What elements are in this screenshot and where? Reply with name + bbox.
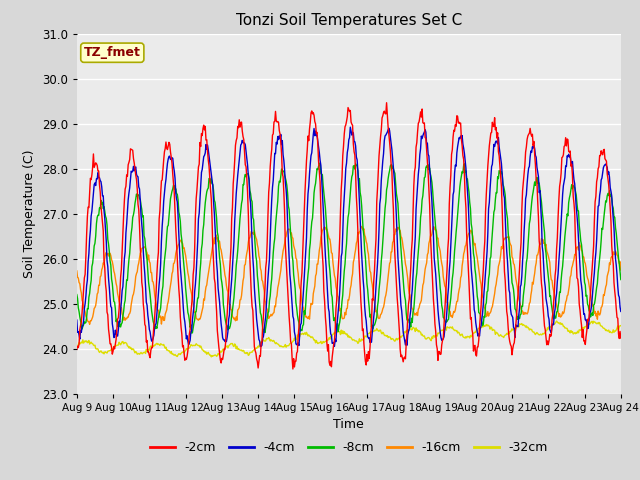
-16cm: [568, 263, 576, 269]
-2cm: [73, 347, 81, 352]
-8cm: [342, 249, 349, 255]
-2cm: [383, 100, 390, 106]
-16cm: [193, 316, 201, 322]
-16cm: [216, 245, 224, 251]
-8cm: [73, 292, 81, 298]
-4cm: [341, 181, 349, 187]
-4cm: [617, 309, 625, 314]
X-axis label: Time: Time: [333, 418, 364, 431]
-4cm: [346, 124, 354, 130]
Line: -4cm: -4cm: [77, 127, 621, 347]
-32cm: [193, 341, 200, 347]
-8cm: [617, 276, 625, 282]
-32cm: [448, 325, 456, 331]
-2cm: [395, 317, 403, 323]
-16cm: [86, 322, 93, 327]
Line: -2cm: -2cm: [77, 103, 621, 369]
-4cm: [216, 300, 223, 305]
-2cm: [289, 366, 297, 372]
-16cm: [341, 310, 349, 315]
-8cm: [216, 262, 224, 267]
-2cm: [617, 335, 625, 341]
-8cm: [193, 301, 201, 307]
-32cm: [73, 344, 81, 350]
-32cm: [568, 329, 576, 335]
-4cm: [568, 158, 576, 164]
-16cm: [395, 225, 403, 231]
-32cm: [341, 331, 349, 336]
-8cm: [188, 330, 195, 336]
-2cm: [568, 173, 576, 179]
Legend: -2cm, -4cm, -8cm, -16cm, -32cm: -2cm, -4cm, -8cm, -16cm, -32cm: [145, 436, 553, 459]
-8cm: [395, 215, 403, 220]
-4cm: [193, 271, 200, 276]
-4cm: [395, 266, 403, 272]
-16cm: [617, 267, 625, 273]
-2cm: [216, 350, 223, 356]
Y-axis label: Soil Temperature (C): Soil Temperature (C): [23, 149, 36, 278]
-16cm: [357, 223, 365, 229]
-32cm: [394, 336, 402, 342]
-8cm: [568, 186, 576, 192]
Line: -8cm: -8cm: [77, 163, 621, 333]
Title: Tonzi Soil Temperatures Set C: Tonzi Soil Temperatures Set C: [236, 13, 462, 28]
-32cm: [617, 323, 625, 328]
-4cm: [73, 317, 81, 323]
-32cm: [207, 354, 215, 360]
-32cm: [553, 318, 561, 324]
-32cm: [216, 348, 224, 354]
-2cm: [193, 196, 200, 202]
-8cm: [316, 160, 324, 166]
-4cm: [449, 208, 456, 214]
Line: -16cm: -16cm: [77, 226, 621, 324]
-4cm: [257, 344, 264, 349]
-2cm: [341, 124, 349, 130]
-2cm: [449, 147, 456, 153]
Text: TZ_fmet: TZ_fmet: [84, 46, 141, 59]
-8cm: [449, 276, 456, 281]
-16cm: [449, 314, 456, 320]
-16cm: [73, 268, 81, 274]
Line: -32cm: -32cm: [77, 321, 621, 357]
